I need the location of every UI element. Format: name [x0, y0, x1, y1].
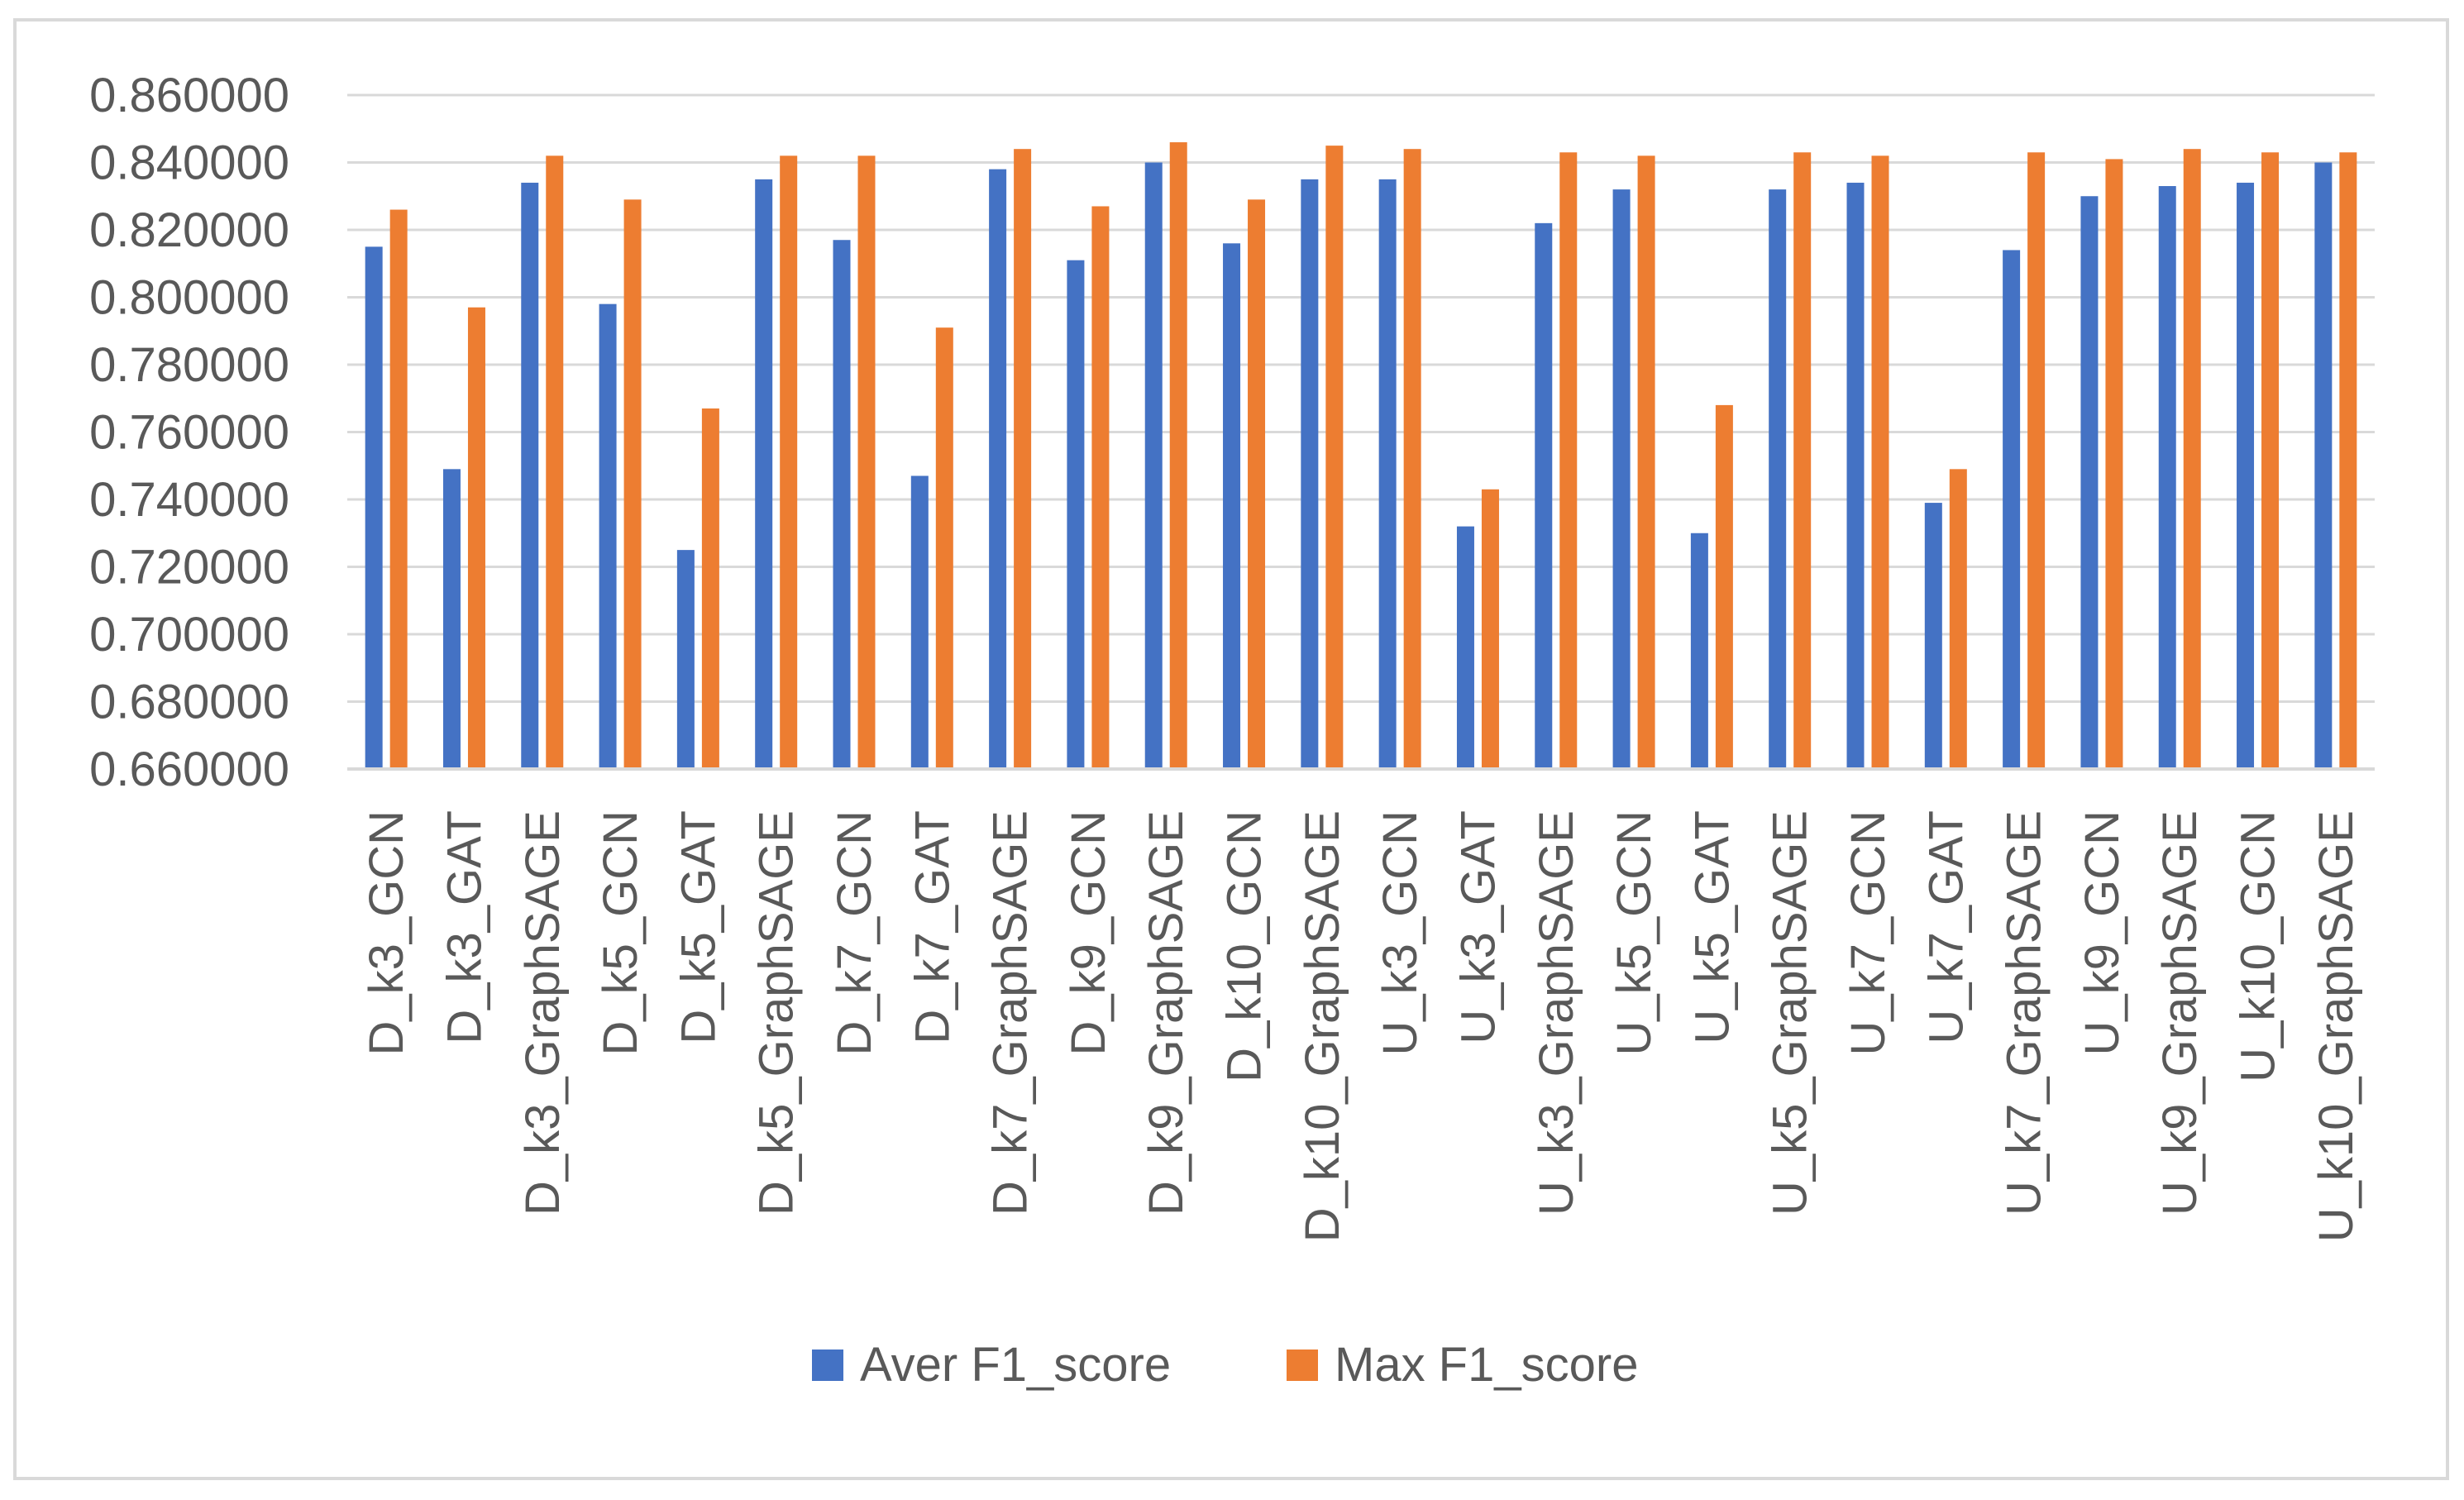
- bar-max-f1: [2261, 152, 2280, 769]
- x-category-label: D_k3_GCN: [360, 810, 413, 1056]
- x-category-label: D_k5_GCN: [594, 810, 647, 1056]
- bar-aver-f1: [2314, 162, 2333, 769]
- x-category-label: U_k10_GCN: [2232, 810, 2285, 1082]
- x-category-label: U_k9_GraphSAGE: [2153, 810, 2207, 1216]
- bar-aver-f1: [676, 550, 695, 769]
- x-category-label: U_k9_GCN: [2075, 810, 2129, 1056]
- x-category-label: D_k9_GraphSAGE: [1139, 810, 1193, 1216]
- bar-max-f1: [2027, 152, 2046, 769]
- bar-max-f1: [389, 209, 408, 770]
- bar-max-f1: [1637, 155, 1655, 770]
- bar-aver-f1: [1612, 189, 1631, 770]
- bar-aver-f1: [442, 469, 461, 769]
- bar-aver-f1: [1301, 179, 1319, 769]
- bar-aver-f1: [365, 246, 383, 769]
- bar-max-f1: [1559, 152, 1578, 769]
- bar-max-f1: [935, 327, 953, 769]
- x-category-label: U_k5_GCN: [1607, 810, 1661, 1056]
- legend-label: Aver F1_score: [860, 1338, 1171, 1392]
- y-tick-label: 0.760000: [89, 406, 289, 460]
- bar-max-f1: [1871, 155, 1889, 770]
- x-category-label: D_k7_GAT: [905, 810, 959, 1044]
- bar-aver-f1: [1067, 260, 1085, 769]
- x-category-label: U_k3_GraphSAGE: [1530, 810, 1583, 1216]
- bar-aver-f1: [599, 303, 617, 769]
- bar-max-f1: [2105, 159, 2123, 770]
- y-tick-labels: 0.660000 0.680000 0.700000 0.720000 0.740000…: [89, 69, 289, 796]
- bar-aver-f1: [1144, 162, 1163, 769]
- bar-max-f1: [1091, 206, 1110, 770]
- x-category-label: D_k3_GAT: [437, 810, 491, 1044]
- bar-max-f1: [1014, 149, 1032, 769]
- x-category-label: D_k7_GCN: [828, 810, 881, 1056]
- y-tick-label: 0.860000: [89, 69, 289, 122]
- bar-aver-f1: [833, 240, 851, 770]
- bar-aver-f1: [1690, 533, 1708, 769]
- bar-aver-f1: [2158, 186, 2176, 769]
- bar-max-f1: [701, 408, 719, 769]
- x-category-label: D_k9_GCN: [1062, 810, 1115, 1056]
- bar-aver-f1: [2080, 196, 2099, 769]
- x-category-label: U_k3_GCN: [1373, 810, 1427, 1056]
- bar-aver-f1: [1769, 189, 1787, 770]
- y-tick-label: 0.800000: [89, 271, 289, 325]
- y-tick-label: 0.840000: [89, 136, 289, 190]
- bar-max-f1: [857, 155, 876, 770]
- bar-max-f1: [1169, 142, 1187, 770]
- x-category-label: D_k5_GraphSAGE: [750, 810, 804, 1216]
- bar-max-f1: [1248, 199, 1266, 769]
- x-category-label: D_k10_GraphSAGE: [1296, 810, 1349, 1242]
- bar-max-f1: [1949, 469, 1967, 769]
- y-tick-label: 0.720000: [89, 541, 289, 595]
- bar-max-f1: [1481, 489, 1499, 769]
- bar-aver-f1: [910, 475, 929, 769]
- bar-aver-f1: [1924, 503, 1942, 769]
- bar-aver-f1: [2003, 250, 2021, 769]
- bar-max-f1: [2183, 149, 2201, 769]
- y-tick-label: 0.660000: [89, 743, 289, 796]
- x-category-label: U_k7_GAT: [1919, 810, 1973, 1044]
- bar-max-f1: [780, 155, 798, 770]
- x-category-label: U_k5_GAT: [1685, 810, 1739, 1044]
- bar-max-f1: [546, 155, 564, 770]
- bar-aver-f1: [521, 182, 539, 769]
- y-tick-label: 0.700000: [89, 608, 289, 662]
- bar-max-f1: [1325, 146, 1344, 769]
- gridlines: [347, 93, 2375, 703]
- x-category-label: D_k3_GraphSAGE: [516, 810, 570, 1216]
- bar-max-f1: [1793, 152, 1812, 769]
- bars: [365, 142, 2357, 770]
- bar-aver-f1: [1223, 243, 1241, 769]
- x-category-label: D_k7_GraphSAGE: [984, 810, 1038, 1216]
- bar-aver-f1: [1456, 526, 1474, 769]
- bar-aver-f1: [1378, 179, 1397, 769]
- y-tick-label: 0.740000: [89, 473, 289, 527]
- x-category-label: U_k10_GraphSAGE: [2309, 810, 2363, 1242]
- x-category-label: U_k7_GCN: [1841, 810, 1895, 1056]
- bar-aver-f1: [2237, 182, 2255, 769]
- y-tick-label: 0.820000: [89, 203, 289, 257]
- bar-max-f1: [1715, 404, 1733, 769]
- x-category-labels: D_k3_GCN D_k3_GAT D_k3_GraphSAGE D_k5_GCN D_…: [360, 810, 2363, 1242]
- x-category-label: D_k5_GAT: [671, 810, 725, 1044]
- x-category-label: U_k5_GraphSAGE: [1764, 810, 1817, 1216]
- y-tick-label: 0.680000: [89, 676, 289, 729]
- legend-swatch: [1287, 1350, 1318, 1381]
- bar-max-f1: [623, 199, 642, 769]
- bar-aver-f1: [989, 169, 1007, 769]
- legend-swatch: [812, 1350, 843, 1381]
- legend: Aver F1_score Max F1_score: [812, 1338, 1638, 1392]
- bar-max-f1: [1403, 149, 1421, 769]
- x-category-label: U_k3_GAT: [1451, 810, 1505, 1044]
- x-category-label: D_k10_GCN: [1218, 810, 1272, 1082]
- bar-aver-f1: [755, 179, 773, 769]
- legend-label: Max F1_score: [1335, 1338, 1638, 1392]
- bar-max-f1: [467, 307, 485, 770]
- bar-aver-f1: [1535, 222, 1553, 770]
- bar-aver-f1: [1846, 182, 1865, 769]
- y-tick-label: 0.780000: [89, 338, 289, 392]
- bar-max-f1: [2339, 152, 2357, 769]
- x-category-label: U_k7_GraphSAGE: [1998, 810, 2051, 1216]
